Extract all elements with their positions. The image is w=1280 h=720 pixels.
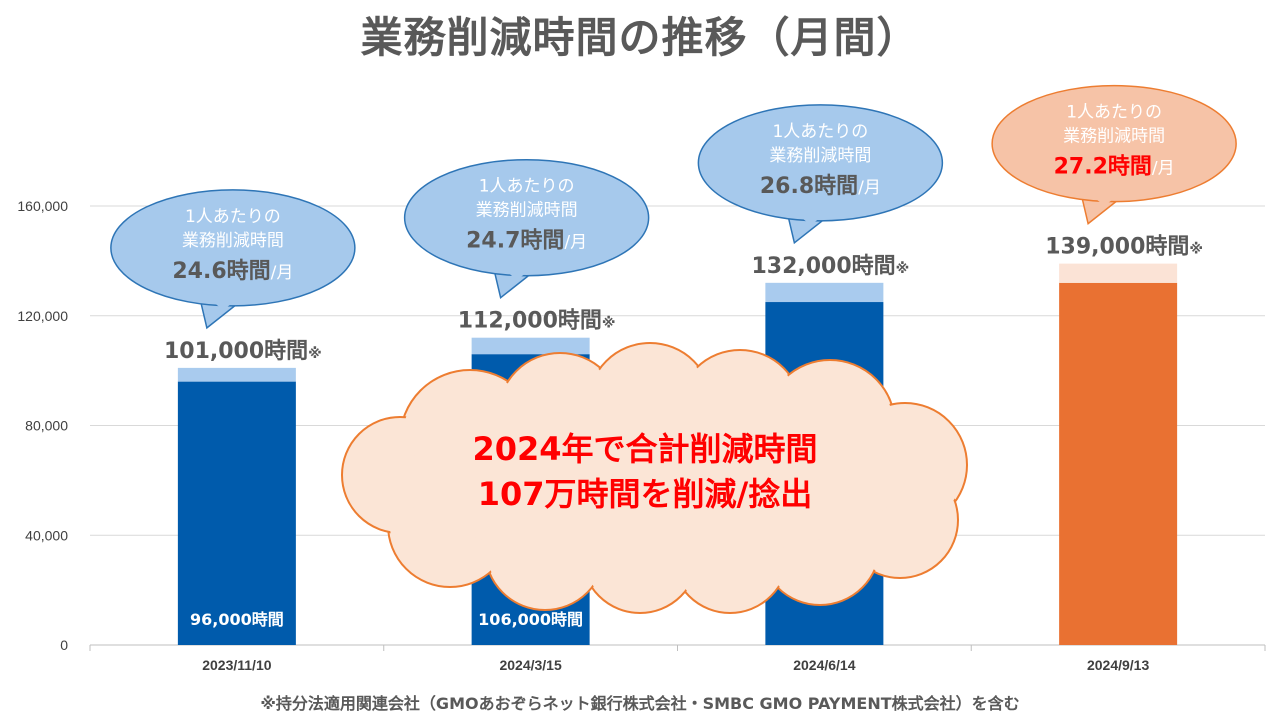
bar-extra bbox=[765, 282, 884, 303]
x-tick-label: 2024/3/15 bbox=[499, 657, 561, 673]
cloud-shape bbox=[341, 342, 968, 614]
bubble-seam bbox=[788, 206, 831, 225]
speech-bubbles: 1人あたりの業務削減時間24.6時間/月1人あたりの業務削減時間24.7時間/月… bbox=[110, 84, 1237, 330]
x-tick-label: 2024/9/13 bbox=[1087, 657, 1149, 673]
bubble-line1: 1人あたりの bbox=[772, 122, 868, 142]
bar-base bbox=[1059, 282, 1178, 645]
bubble-body bbox=[991, 84, 1237, 203]
y-tick-label: 0 bbox=[60, 637, 68, 653]
total-label: 132,000時間※ bbox=[751, 254, 909, 279]
cloud-line2: 107万時間を削減/捻出 bbox=[478, 475, 813, 513]
bubble-line2: 業務削減時間 bbox=[769, 146, 871, 166]
bar-base bbox=[177, 381, 296, 645]
chart-title: 業務削減時間の推移（月間） bbox=[360, 13, 920, 62]
bubble-line2: 業務削減時間 bbox=[182, 231, 284, 251]
total-label: 112,000時間※ bbox=[458, 309, 616, 334]
bubble-line2: 業務削減時間 bbox=[476, 201, 578, 221]
bubble-line1: 1人あたりの bbox=[185, 207, 281, 227]
bubble-seam bbox=[200, 291, 243, 310]
x-tick-label: 2024/6/14 bbox=[793, 657, 855, 673]
bubble-value: 24.6時間/月 bbox=[172, 259, 293, 284]
bubble-body bbox=[403, 158, 650, 277]
bubble-value: 26.8時間/月 bbox=[760, 174, 881, 199]
bubble-value: 27.2時間/月 bbox=[1054, 155, 1175, 180]
bar-extra bbox=[471, 337, 590, 355]
bubble-line1: 1人あたりの bbox=[1066, 103, 1162, 123]
x-axis: 2023/11/10 2024/3/15 2024/6/14 2024/9/13 bbox=[89, 645, 1266, 673]
bubble-seam bbox=[494, 261, 537, 280]
bubble-value: 24.7時間/月 bbox=[466, 229, 587, 254]
y-axis: 0 40,000 80,000 120,000 160,000 bbox=[17, 198, 68, 653]
cloud-core bbox=[400, 404, 900, 560]
total-label: 139,000時間※ bbox=[1045, 235, 1203, 260]
bubble-body bbox=[697, 104, 944, 222]
x-tick-label: 2023/11/10 bbox=[202, 657, 272, 673]
y-tick-label: 80,000 bbox=[25, 418, 68, 434]
bubble-body bbox=[110, 189, 356, 307]
bubble-line2: 業務削減時間 bbox=[1063, 127, 1165, 147]
data-labels: 101,000時間※ 96,000時間 112,000時間※ 106,000時間 132… bbox=[164, 235, 1203, 629]
bar-extra bbox=[1059, 263, 1178, 283]
footnote: ※持分法適用関連会社（GMOあおぞらネット銀行株式会社・SMBC GMO PAY… bbox=[260, 694, 1020, 713]
y-tick-label: 40,000 bbox=[25, 527, 68, 543]
bubble-seam bbox=[1082, 187, 1125, 206]
bar-extra bbox=[177, 367, 296, 382]
y-tick-label: 120,000 bbox=[17, 308, 68, 324]
total-label: 101,000時間※ bbox=[164, 339, 322, 364]
y-tick-label: 160,000 bbox=[17, 198, 68, 214]
base-label: 106,000時間 bbox=[478, 610, 583, 629]
summary-cloud: 2024年で合計削減時間 107万時間を削減/捻出 bbox=[341, 342, 968, 614]
base-label: 96,000時間 bbox=[190, 610, 284, 629]
bubble-line1: 1人あたりの bbox=[479, 177, 575, 197]
cloud-line1: 2024年で合計削減時間 bbox=[472, 430, 817, 468]
